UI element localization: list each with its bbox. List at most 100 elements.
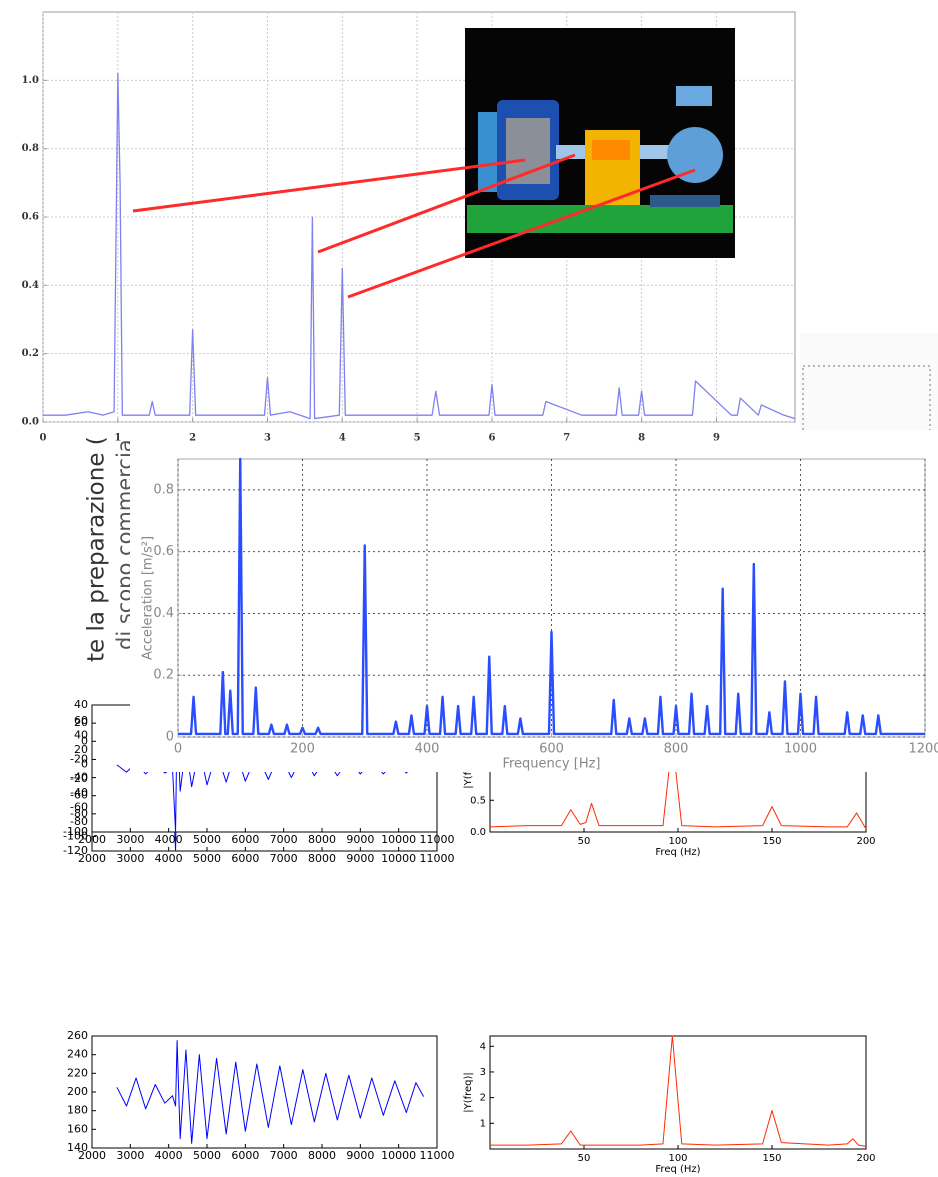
x-tick-label: 8000	[308, 1149, 336, 1162]
overlay-text: te la preparazione ( di scopo commercia	[84, 436, 138, 662]
x-tick-label: 5000	[193, 1149, 221, 1162]
x-tick-label: 9000	[346, 833, 374, 846]
x-tick-label: 7	[563, 433, 570, 444]
y-tick-label: 220	[67, 1066, 88, 1079]
x-tick-label: 7000	[270, 1149, 298, 1162]
x-tick-label: 400	[415, 742, 440, 757]
y-tick-label: 3	[480, 1067, 486, 1078]
x-tick-label: 1200	[908, 742, 938, 757]
data-line	[43, 72, 796, 420]
x-tick-label: 3	[264, 433, 271, 444]
motor-fan	[478, 112, 500, 192]
x-tick-label: 11000	[420, 852, 455, 865]
x-tick-label: 600	[539, 742, 564, 757]
y-tick-label: 200	[67, 1085, 88, 1098]
x-tick-label: 100	[668, 836, 687, 847]
x-axis-label: Freq (Hz)	[655, 847, 700, 858]
plot-area	[489, 1035, 867, 1150]
y-tick-label: -20	[70, 752, 88, 765]
y-tick-label: -100	[63, 830, 88, 843]
x-tick-label: 0	[174, 742, 182, 757]
data-line	[490, 1035, 867, 1147]
y-tick-label: 1.0	[22, 75, 39, 86]
x-tick-label: 5	[414, 433, 421, 444]
pump-outlet	[676, 86, 712, 106]
x-tick-label: 2000	[78, 852, 106, 865]
data-line	[116, 1040, 425, 1144]
coupling	[592, 140, 630, 160]
x-tick-label: 150	[762, 836, 781, 847]
x-tick-label: 11000	[420, 1149, 455, 1162]
y-tick-label: -80	[70, 807, 88, 820]
y-tick-label: -20	[70, 772, 88, 785]
x-tick-label: 7000	[270, 852, 298, 865]
y-tick-label: 20	[74, 743, 88, 756]
y-tick-label: 0.4	[22, 280, 39, 291]
y-tick-label: -60	[70, 801, 88, 814]
y-tick-label: 0.2	[22, 348, 39, 359]
middle-panel: 0 0.2 0.4 0.6 0.8 0 200 400 600 800 1000 1200 Freque…	[130, 333, 938, 772]
y-tick-label: 4	[480, 1041, 486, 1052]
x-tick-label: 50	[578, 836, 591, 847]
x-tick-label: 150	[762, 1153, 781, 1164]
x-tick-label: 10000	[381, 833, 416, 846]
y-tick-label: 0.0	[470, 827, 486, 838]
x-tick-label: 2000	[78, 833, 106, 846]
x-tick-label: 4	[339, 433, 346, 444]
x-tick-label: 6000	[231, 852, 259, 865]
chart: 1 2 3 4 50 100 150 200 Freq (Hz) |Y(freq)|	[463, 1035, 876, 1175]
shaft	[556, 145, 586, 159]
x-tick-label: 200	[290, 742, 315, 757]
x-tick-label: 7000	[270, 833, 298, 846]
y-tick-label: 0	[166, 730, 174, 745]
y-tick-label: 0.8	[153, 482, 174, 497]
x-tick-label: 9	[713, 433, 720, 444]
x-tick-label: 9000	[346, 852, 374, 865]
y-tick-label: 20	[74, 716, 88, 729]
y-tick-label: 180	[67, 1104, 88, 1117]
chart: 0 0.2 0.4 0.6 0.8 0 200 400 600 800 1000 1200 Freque…	[141, 457, 938, 772]
x-tick-label: 0	[40, 433, 47, 444]
y-tick-label: 0.6	[153, 544, 174, 559]
shaft	[640, 145, 676, 159]
y-tick-label: 260	[67, 1029, 88, 1042]
base-plate	[467, 205, 733, 233]
x-tick-label: 100	[668, 1153, 687, 1164]
data-line	[489, 739, 867, 830]
y-tick-label: 0.6	[22, 212, 39, 223]
x-tick-label: 10000	[381, 852, 416, 865]
y-tick-label: 160	[67, 1122, 88, 1135]
y-tick-label: -100	[63, 825, 88, 838]
pump-casing	[667, 127, 723, 183]
pump-foot	[650, 195, 720, 207]
x-tick-label: 1000	[784, 742, 817, 757]
y-tick-label: -40	[70, 771, 88, 784]
x-tick-label: 8000	[308, 852, 336, 865]
y-tick-label: 60	[74, 714, 88, 727]
x-tick-label: 6000	[231, 1149, 259, 1162]
x-tick-label: 1	[114, 433, 121, 444]
x-tick-label: 5000	[193, 833, 221, 846]
y-axis-label: |Y(freq)|	[463, 1072, 474, 1113]
x-tick-label: 4000	[155, 852, 183, 865]
x-axis-label: Freq (Hz)	[655, 1164, 700, 1175]
y-axis-label: Acceleration [m/s²]	[141, 536, 156, 660]
y-tick-label: 0.2	[153, 668, 174, 683]
y-tick-label: -60	[70, 789, 88, 802]
data-line	[178, 457, 925, 736]
y-tick-label: 240	[67, 1048, 88, 1061]
x-tick-label: 2000	[78, 1149, 106, 1162]
x-tick-label: 10000	[381, 1149, 416, 1162]
y-tick-label: 0.4	[153, 606, 174, 621]
y-tick-label: 1	[480, 1118, 486, 1129]
pointer-line	[132, 158, 526, 213]
x-tick-label: 800	[664, 742, 689, 757]
y-tick-label: 2	[480, 1093, 486, 1104]
plot-area	[91, 1035, 438, 1149]
y-tick-label: 0	[81, 734, 88, 747]
x-tick-label: 200	[856, 836, 875, 847]
x-tick-label: 200	[856, 1153, 875, 1164]
